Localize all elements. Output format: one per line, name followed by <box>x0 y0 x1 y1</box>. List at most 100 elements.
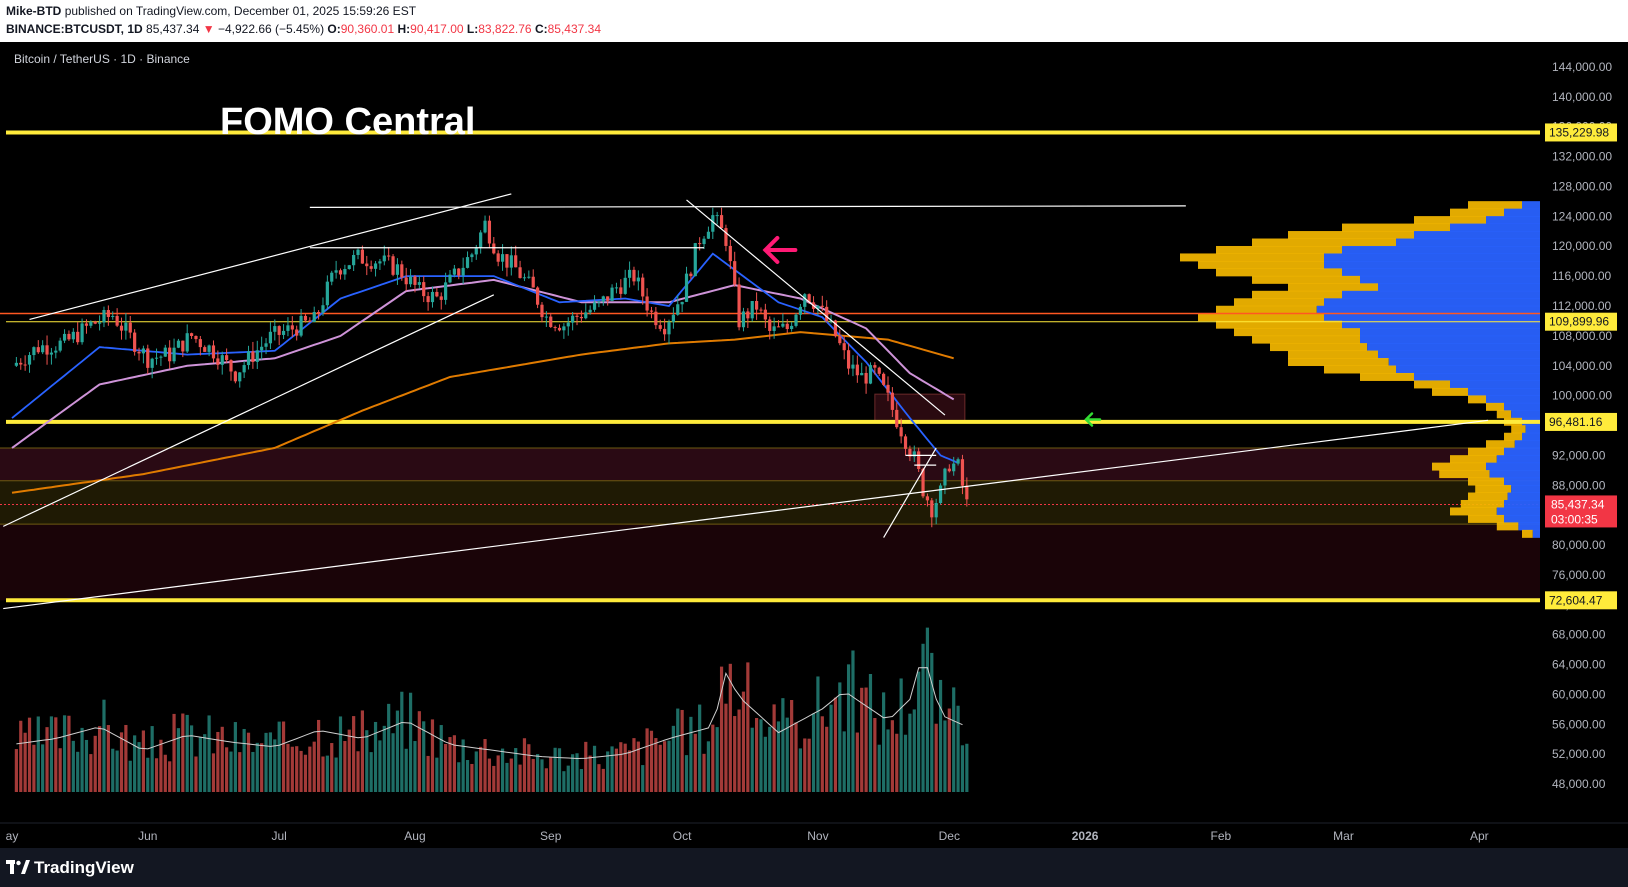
candle-body <box>426 296 430 303</box>
vp-row <box>1414 231 1540 240</box>
volume-bar <box>242 728 246 792</box>
price-chart-svg[interactable]: 144,000.00140,000.00136,000.00132,000.00… <box>0 42 1628 848</box>
volume-bar <box>886 729 890 792</box>
vp-row <box>1522 432 1540 441</box>
volume-bar <box>220 726 224 792</box>
channel-upper <box>29 193 512 321</box>
volume-bar <box>645 728 649 792</box>
volume-bar <box>557 748 562 792</box>
candle-body <box>496 253 500 262</box>
x-tick-label: Nov <box>807 829 828 843</box>
candle-body <box>952 463 956 472</box>
volume-bar <box>925 627 930 792</box>
vp-row <box>1388 358 1540 367</box>
candle-body <box>58 340 62 351</box>
candle-body <box>860 372 864 376</box>
candle-body <box>189 333 194 336</box>
price-change: −4,922.66 (−5.45%) <box>217 22 325 36</box>
symbol-label[interactable]: BINANCE:BTCUSDT, 1D <box>6 22 143 36</box>
candle-body <box>544 316 548 318</box>
candle-body <box>641 277 645 297</box>
volume-bar <box>960 745 965 792</box>
candle-body <box>124 322 128 331</box>
candle-body <box>14 362 18 366</box>
volume-bar <box>627 750 632 792</box>
volume-bar <box>864 687 868 792</box>
long-support-line <box>3 419 1489 610</box>
vp-row <box>1504 477 1540 486</box>
volume-bar <box>111 748 115 792</box>
volume-bar <box>102 699 106 792</box>
candle-body <box>772 326 776 331</box>
candle-body <box>89 321 93 326</box>
candle-body <box>671 314 675 323</box>
pink-arrow-icon <box>762 235 798 264</box>
candle-body <box>947 468 951 472</box>
candle-body <box>925 496 930 501</box>
candle-body <box>251 351 255 362</box>
candle-body <box>522 277 527 279</box>
volume-bar <box>400 691 404 792</box>
volume-bar <box>807 738 811 792</box>
candle-body <box>851 364 855 369</box>
chart-area[interactable]: 144,000.00140,000.00136,000.00132,000.00… <box>0 42 1628 848</box>
price-axis-layer: 144,000.00140,000.00136,000.00132,000.00… <box>1545 42 1628 848</box>
y-tick-label: 64,000.00 <box>1552 658 1606 672</box>
candle-body <box>667 322 671 335</box>
volume-bar <box>776 721 781 792</box>
y-tick-label: 108,000.00 <box>1552 329 1612 343</box>
last-price-label: 85,437.34 <box>1551 497 1605 511</box>
volume-bar <box>549 757 553 792</box>
drawings-layer <box>2 193 1489 610</box>
footer-bar: TradingView <box>0 848 1628 887</box>
vp-row <box>1342 223 1450 232</box>
volume-bar <box>465 760 470 792</box>
vp-row <box>1475 485 1512 494</box>
author-name[interactable]: Mike-BTD <box>6 4 62 18</box>
volume-bar <box>27 717 32 792</box>
candle-body <box>264 343 268 347</box>
volume-bar <box>649 730 654 792</box>
y-tick-label: 68,000.00 <box>1552 628 1606 642</box>
candle-body <box>444 282 448 300</box>
volume-bar <box>759 719 763 792</box>
candle-body <box>308 320 312 322</box>
volume-bar <box>255 742 259 792</box>
vp-row <box>1504 514 1540 523</box>
y-tick-label: 124,000.00 <box>1552 209 1612 223</box>
volume-bar <box>540 759 544 792</box>
y-tick-label: 116,000.00 <box>1552 269 1611 283</box>
low-label: L: <box>466 22 479 36</box>
vp-row <box>1504 432 1522 441</box>
y-tick-label: 112,000.00 <box>1552 299 1611 313</box>
volume-bar <box>146 757 150 792</box>
tradingview-logo[interactable]: TradingView <box>6 858 134 878</box>
volume-bar <box>518 764 522 792</box>
ema20-line <box>11 252 959 464</box>
candle-body <box>584 312 588 319</box>
volume-bar <box>154 758 159 792</box>
volume-bar <box>851 650 855 792</box>
volume-bar <box>592 745 597 792</box>
candle-body <box>886 384 890 393</box>
volume-bar <box>163 754 167 792</box>
level-price-badge <box>1545 591 1617 610</box>
volume-bar <box>347 729 351 792</box>
candle-body <box>868 365 873 384</box>
candle-body <box>755 300 759 310</box>
volume-bar <box>750 727 754 792</box>
volume-bar <box>483 739 487 792</box>
volume-bar <box>579 769 583 792</box>
volume-bar <box>408 692 413 792</box>
vp-row <box>1360 275 1540 284</box>
candle-body <box>220 355 224 365</box>
candle-body <box>422 282 426 297</box>
volume-bar <box>98 726 102 792</box>
volume-bar <box>763 736 767 792</box>
level-price-label: 72,604.47 <box>1549 593 1603 607</box>
x-tick-label: Feb <box>1211 829 1232 843</box>
candle-body <box>211 345 216 359</box>
vp-row <box>1486 395 1540 404</box>
volume-bar <box>921 643 925 792</box>
x-tick-label: Jul <box>272 829 287 843</box>
